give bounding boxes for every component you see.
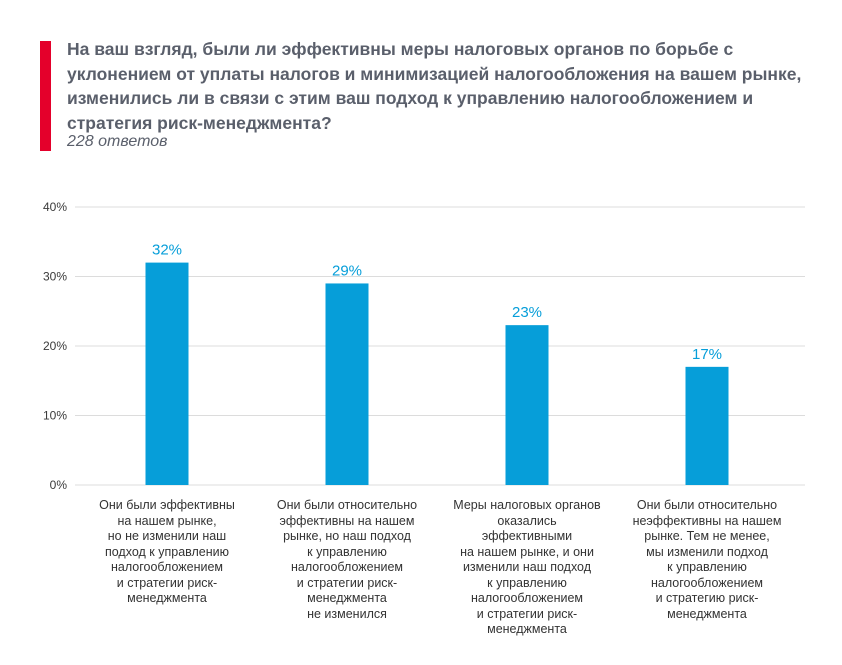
- y-tick-label: 40%: [43, 200, 67, 214]
- bar: [505, 325, 549, 485]
- bar: [325, 283, 369, 485]
- y-tick-label: 30%: [43, 270, 67, 284]
- value-label: 29%: [332, 262, 362, 279]
- y-tick-label: 20%: [43, 339, 67, 353]
- category-label: Они были относительно неэффективны на наш…: [632, 498, 782, 621]
- value-label: 17%: [692, 346, 722, 363]
- bar: [145, 262, 189, 485]
- category-label: Меры налоговых органов оказались эффектив…: [453, 498, 601, 636]
- accent-bar: [40, 41, 51, 151]
- category-label: Они были относительно эффективны на нашем…: [276, 498, 418, 621]
- y-tick-label: 0%: [50, 478, 68, 492]
- value-label: 23%: [512, 304, 542, 321]
- value-label: 32%: [152, 242, 182, 259]
- chart-title: На ваш взгляд, были ли эффективны меры н…: [67, 39, 802, 133]
- y-tick-label: 10%: [43, 409, 67, 423]
- response-count: 228 ответов: [67, 133, 168, 150]
- bar: [685, 366, 729, 485]
- category-label: Они были эффективны на нашем рынке, но не …: [99, 498, 235, 605]
